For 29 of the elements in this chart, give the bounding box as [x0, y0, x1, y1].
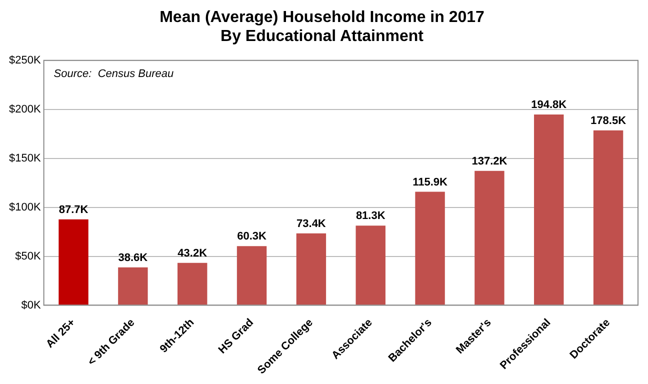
chart-title: Mean (Average) Household Income in 2017 By Educational Attainment — [160, 9, 485, 46]
data-label: 194.8K — [531, 98, 567, 111]
bar — [593, 130, 624, 305]
y-tick-label: $200K — [8, 103, 42, 116]
bar — [356, 226, 386, 305]
data-label: 43.2K — [178, 247, 208, 260]
data-label: 73.4K — [296, 218, 326, 230]
y-tick-label: $100K — [8, 201, 42, 214]
annotation: Source: Census Bureau — [54, 68, 174, 80]
y-tick-label: $150K — [8, 152, 42, 164]
bar — [296, 233, 326, 305]
data-label: 81.3K — [356, 210, 386, 222]
y-tick-label: $250K — [8, 54, 42, 66]
data-label: 137.2K — [472, 155, 508, 168]
bar — [58, 219, 88, 305]
y-tick-label: $0K — [21, 299, 42, 312]
data-label: 115.9K — [412, 176, 448, 188]
data-label: 87.7K — [58, 204, 88, 216]
x-tick-label: All 25+ — [44, 316, 78, 350]
bar — [534, 114, 564, 305]
bar — [178, 262, 208, 305]
bar — [118, 267, 148, 305]
bar — [474, 170, 504, 305]
data-label: 60.3K — [237, 230, 267, 243]
bar — [236, 246, 267, 305]
data-label: 38.6K — [118, 252, 148, 264]
data-label: 178.5K — [590, 114, 626, 127]
bar — [415, 192, 445, 305]
y-tick-label: $50K — [15, 250, 42, 262]
